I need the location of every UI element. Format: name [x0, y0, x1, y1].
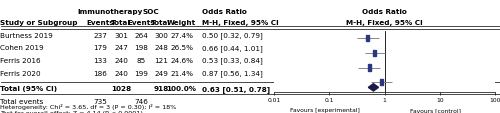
Text: M-H, Fixed, 95% CI: M-H, Fixed, 95% CI [202, 20, 278, 26]
Text: Odds Ratio: Odds Ratio [362, 9, 407, 15]
Text: 0.53 [0.33, 0.84]: 0.53 [0.33, 0.84] [202, 57, 262, 64]
Text: 24.6%: 24.6% [170, 58, 193, 63]
Text: 133: 133 [93, 58, 107, 63]
Text: 301: 301 [114, 33, 128, 39]
Text: 199: 199 [134, 70, 148, 76]
Text: 21.4%: 21.4% [170, 70, 193, 76]
Text: 121: 121 [154, 58, 168, 63]
Text: 746: 746 [134, 98, 148, 104]
Text: 26.5%: 26.5% [170, 45, 193, 51]
Text: Study or Subgroup: Study or Subgroup [0, 20, 78, 26]
Text: 27.4%: 27.4% [170, 33, 193, 39]
FancyBboxPatch shape [373, 50, 376, 57]
Text: Weight: Weight [167, 20, 196, 26]
Text: M-H, Fixed, 95% CI: M-H, Fixed, 95% CI [346, 20, 423, 26]
Text: Cohen 2019: Cohen 2019 [0, 45, 44, 51]
Text: 1028: 1028 [111, 85, 131, 91]
Text: Odds Ratio: Odds Ratio [202, 9, 247, 15]
Text: 735: 735 [93, 98, 107, 104]
FancyBboxPatch shape [368, 65, 370, 71]
Text: 918: 918 [154, 85, 168, 91]
Text: 300: 300 [154, 33, 168, 39]
Text: Favours [experimental]: Favours [experimental] [290, 107, 360, 112]
Text: 249: 249 [154, 70, 168, 76]
Text: 248: 248 [154, 45, 168, 51]
Text: 179: 179 [93, 45, 107, 51]
Text: Test for overall effect: Z = 4.14 (P < 0.0001): Test for overall effect: Z = 4.14 (P < 0… [0, 110, 144, 113]
Text: Total: Total [151, 20, 171, 26]
Polygon shape [368, 84, 378, 91]
Text: Favours [control]: Favours [control] [410, 107, 461, 112]
Text: 247: 247 [114, 45, 128, 51]
Text: Total: Total [111, 20, 131, 26]
Text: Burtness 2019: Burtness 2019 [0, 33, 53, 39]
FancyBboxPatch shape [380, 79, 382, 86]
Text: Total events: Total events [0, 98, 44, 104]
Text: Heterogeneity: Chi² = 3.65, df = 3 (P = 0.30); I² = 18%: Heterogeneity: Chi² = 3.65, df = 3 (P = … [0, 104, 177, 109]
Text: 186: 186 [93, 70, 107, 76]
Text: 0.87 [0.56, 1.34]: 0.87 [0.56, 1.34] [202, 69, 262, 76]
Text: SOC: SOC [142, 9, 160, 15]
Text: 240: 240 [114, 70, 128, 76]
FancyBboxPatch shape [366, 36, 370, 42]
Text: 264: 264 [134, 33, 148, 39]
Text: Events: Events [86, 20, 114, 26]
Text: 0.63 [0.51, 0.78]: 0.63 [0.51, 0.78] [202, 85, 270, 92]
Text: 0.66 [0.44, 1.01]: 0.66 [0.44, 1.01] [202, 45, 262, 51]
Text: Immunotherapy: Immunotherapy [78, 9, 143, 15]
Text: 240: 240 [114, 58, 128, 63]
Text: 198: 198 [134, 45, 148, 51]
Text: Ferris 2016: Ferris 2016 [0, 58, 41, 63]
Text: 85: 85 [136, 58, 145, 63]
Text: 100.0%: 100.0% [166, 85, 196, 91]
Text: Total (95% CI): Total (95% CI) [0, 85, 58, 91]
Text: Ferris 2020: Ferris 2020 [0, 70, 41, 76]
Text: Events: Events [127, 20, 155, 26]
Text: 237: 237 [93, 33, 107, 39]
Text: 0.50 [0.32, 0.79]: 0.50 [0.32, 0.79] [202, 32, 262, 39]
